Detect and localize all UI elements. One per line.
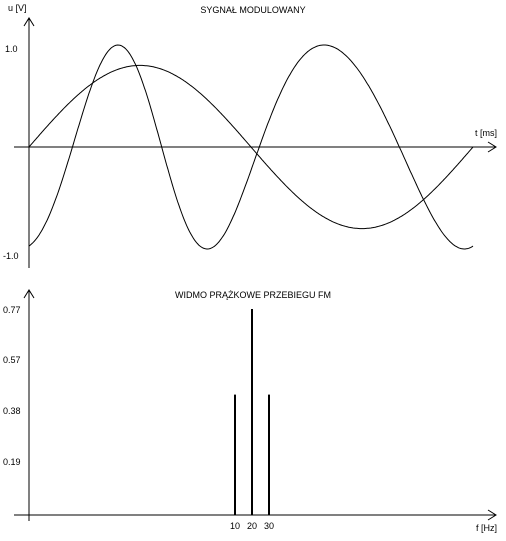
spectrum-ytick-1: 0.77: [3, 305, 21, 315]
spectrum-xtick-20: 20: [247, 521, 257, 531]
spectrum-xticks: 10 20 30: [230, 521, 274, 531]
signal-x-axis-arrow: [487, 141, 497, 153]
spectrum-ytick-3: 0.38: [3, 406, 21, 416]
series-modulating-wave: [28, 64, 474, 230]
series-fm-wave: [28, 44, 474, 250]
signal-y-axis-arrow: [23, 17, 35, 27]
spectrum-ytick-4: 0.19: [3, 457, 21, 467]
spectrum-title: WIDMO PRĄŻKOWE PRZEBIEGU FM: [175, 290, 331, 300]
spectrum-chart: WIDMO PRĄŻKOWE PRZEBIEGU FM f [Hz] 0.77 …: [3, 289, 497, 533]
spectrum-bars: [234, 309, 270, 515]
signal-chart: SYGNAŁ MODULOWANY u [V] t [ms] 1.0 -1.0: [3, 3, 497, 268]
signal-xlabel: t [ms]: [475, 128, 497, 138]
spectrum-xtick-10: 10: [230, 521, 240, 531]
spectrum-ytick-2: 0.57: [3, 355, 21, 365]
signal-ytick-bottom: -1.0: [3, 251, 19, 261]
spectrum-xlabel: f [Hz]: [476, 523, 497, 533]
signal-ytick-top: 1.0: [5, 44, 18, 54]
signal-ylabel: u [V]: [8, 3, 27, 13]
spectrum-y-axis-arrow: [23, 289, 35, 299]
signal-title: SYGNAŁ MODULOWANY: [200, 5, 305, 15]
spectrum-x-axis-arrow: [487, 509, 497, 521]
spectrum-xtick-30: 30: [264, 521, 274, 531]
